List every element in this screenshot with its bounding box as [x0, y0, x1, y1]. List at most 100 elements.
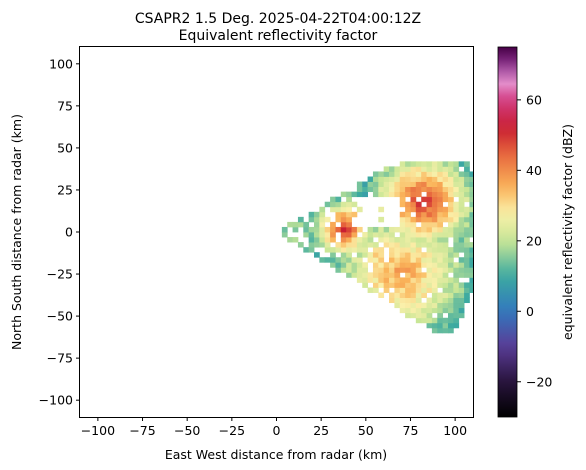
radar-gate	[372, 267, 379, 273]
radar-gate	[442, 262, 449, 268]
radar-gate	[399, 216, 406, 223]
radar-gate	[453, 292, 460, 298]
radar-gate	[421, 226, 427, 233]
radar-gate	[469, 287, 473, 293]
radar-gate	[356, 252, 363, 258]
radar-gate	[431, 206, 438, 213]
radar-gate	[308, 247, 315, 253]
radar-gate	[394, 176, 401, 182]
radar-gate	[335, 257, 342, 263]
radar-gate	[405, 171, 411, 177]
radar-gate	[447, 262, 454, 268]
radar-gate	[319, 232, 326, 238]
radar-gate	[469, 196, 473, 203]
radar-gate	[351, 262, 358, 268]
radar-gate	[475, 192, 481, 197]
radar-gate	[437, 186, 444, 193]
radar-gate	[453, 237, 460, 243]
radar-gate	[431, 287, 438, 293]
radar-gate	[437, 221, 444, 228]
radar-gate	[394, 171, 401, 177]
radar-gate	[464, 226, 470, 233]
radar-gate	[303, 247, 310, 253]
radar-gate	[410, 312, 417, 319]
radar-gate	[394, 247, 401, 253]
radar-gate	[453, 176, 460, 182]
radar-gate	[437, 247, 444, 253]
radar-gate	[453, 226, 460, 233]
radar-gate	[426, 297, 433, 304]
radar-gate	[394, 297, 401, 304]
radar-gate	[399, 262, 406, 268]
radar-gate	[453, 317, 460, 324]
radar-gate	[453, 186, 460, 193]
radar-gate	[335, 211, 342, 218]
radar-gate	[447, 247, 454, 253]
radar-gate	[394, 237, 401, 243]
x-tick-label: 0	[273, 423, 281, 438]
radar-gate	[453, 166, 460, 172]
radar-gate	[426, 322, 433, 329]
radar-gate	[405, 221, 411, 228]
radar-gate	[308, 211, 315, 218]
radar-gate	[415, 312, 422, 319]
radar-gate	[426, 287, 433, 293]
radar-gate	[308, 232, 315, 238]
radar-gate	[431, 307, 438, 314]
radar-gate	[346, 247, 352, 253]
radar-gate	[405, 191, 411, 198]
radar-gate	[447, 201, 454, 208]
radar-gate	[372, 287, 379, 293]
radar-gate	[394, 262, 401, 268]
radar-gate	[405, 277, 411, 283]
radar-gate	[469, 226, 473, 233]
colorbar-tick-label: 40	[526, 163, 542, 178]
radar-gate	[447, 206, 454, 213]
radar-gate	[421, 206, 427, 213]
radar-gate	[314, 252, 320, 258]
radar-gate	[431, 317, 438, 324]
radar-gate	[458, 272, 465, 278]
radar-gate	[335, 196, 342, 203]
colorbar	[497, 46, 518, 418]
radar-gate	[405, 307, 411, 314]
radar-gate	[453, 297, 460, 304]
radar-gate	[314, 226, 320, 233]
radar-gate	[383, 287, 390, 293]
radar-gate	[356, 181, 363, 187]
radar-gate	[442, 181, 449, 187]
radar-gate	[426, 252, 433, 258]
radar-gate	[437, 191, 444, 198]
radar-gate	[447, 267, 454, 273]
radar-gate	[405, 267, 411, 273]
radar-gate	[415, 201, 422, 208]
radar-gate	[367, 272, 374, 278]
radar-gate	[447, 221, 454, 228]
radar-gate	[475, 232, 481, 237]
radar-gate	[431, 171, 438, 177]
radar-gate	[437, 181, 444, 187]
chart-title-line2: Equivalent reflectivity factor	[179, 28, 378, 44]
colorbar-tick-label: 20	[526, 233, 542, 248]
radar-gate	[415, 252, 422, 258]
radar-gate	[437, 216, 444, 223]
radar-gate	[437, 242, 444, 248]
radar-gate	[447, 171, 454, 177]
radar-gate	[308, 226, 315, 233]
radar-gate	[447, 257, 454, 263]
radar-gate	[340, 221, 347, 228]
radar-gate	[447, 166, 454, 172]
radar-gate	[281, 232, 288, 238]
radar-gate	[437, 307, 444, 314]
radar-gate	[453, 211, 460, 218]
radar-gate	[431, 201, 438, 208]
radar-gate	[356, 226, 363, 233]
radar-gate	[410, 307, 417, 314]
radar-gate	[308, 216, 315, 223]
radar-gate	[394, 252, 401, 258]
colorbar-label: equivalent reflectivity factor (dBZ)	[560, 124, 575, 340]
radar-gate	[362, 237, 369, 243]
radar-gate	[431, 257, 438, 263]
radar-gate	[351, 247, 358, 253]
radar-gate	[346, 257, 352, 263]
